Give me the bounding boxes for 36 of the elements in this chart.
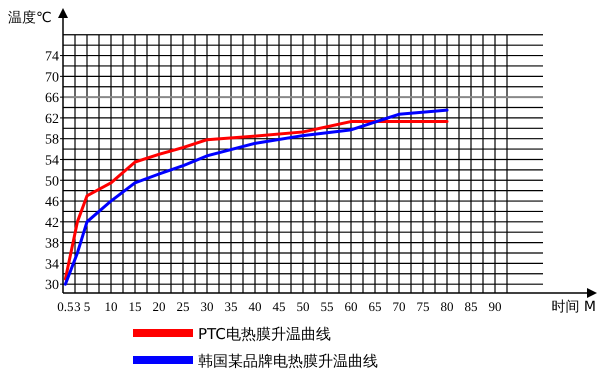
x-tick-label: 25: [176, 299, 190, 314]
y-tick-label: 42: [45, 216, 59, 231]
x-tick-label: 5: [84, 299, 90, 314]
y-tick-label: 38: [45, 236, 59, 252]
x-tick-label: 15: [128, 299, 142, 314]
y-tick-label: 34: [45, 257, 59, 272]
legend-label: 韩国某品牌电热膜升温曲线: [198, 352, 378, 370]
x-tick-label: 85: [464, 299, 478, 314]
x-axis-title: 时间 M: [551, 299, 596, 315]
x-tick-label: 45: [272, 299, 286, 314]
y-tick-label: 74: [45, 50, 59, 65]
x-tick-label: 55: [320, 299, 334, 314]
x-tick-label: 75: [416, 299, 430, 314]
x-tick-label: 60: [344, 299, 358, 314]
x-tick-label: 40: [248, 299, 262, 314]
x-tick-label: 0.5: [57, 299, 74, 314]
y-tick-label: 54: [45, 153, 59, 168]
x-tick-label: 30: [200, 299, 214, 314]
y-axis-title: 温度℃: [8, 10, 52, 26]
x-tick-label: 35: [224, 299, 238, 314]
x-tick-label: 20: [152, 299, 166, 314]
y-tick-label: 62: [45, 112, 59, 127]
x-tick-label: 3: [74, 299, 81, 314]
y-tick-label: 46: [45, 195, 59, 210]
y-tick-label: 58: [45, 132, 59, 148]
x-tick-label: 90: [488, 299, 502, 314]
x-tick-label: 10: [104, 299, 118, 314]
x-tick-label: 65: [368, 299, 382, 314]
y-tick-label: 70: [45, 70, 59, 86]
x-tick-label: 80: [440, 299, 454, 314]
y-tick-label: 30: [45, 278, 59, 294]
y-tick-label: 66: [45, 91, 59, 106]
legend-label: PTC电热膜升温曲线: [198, 325, 331, 343]
x-tick-label: 70: [392, 299, 406, 314]
x-tick-label: 50: [296, 299, 310, 314]
y-tick-label: 50: [45, 174, 59, 190]
